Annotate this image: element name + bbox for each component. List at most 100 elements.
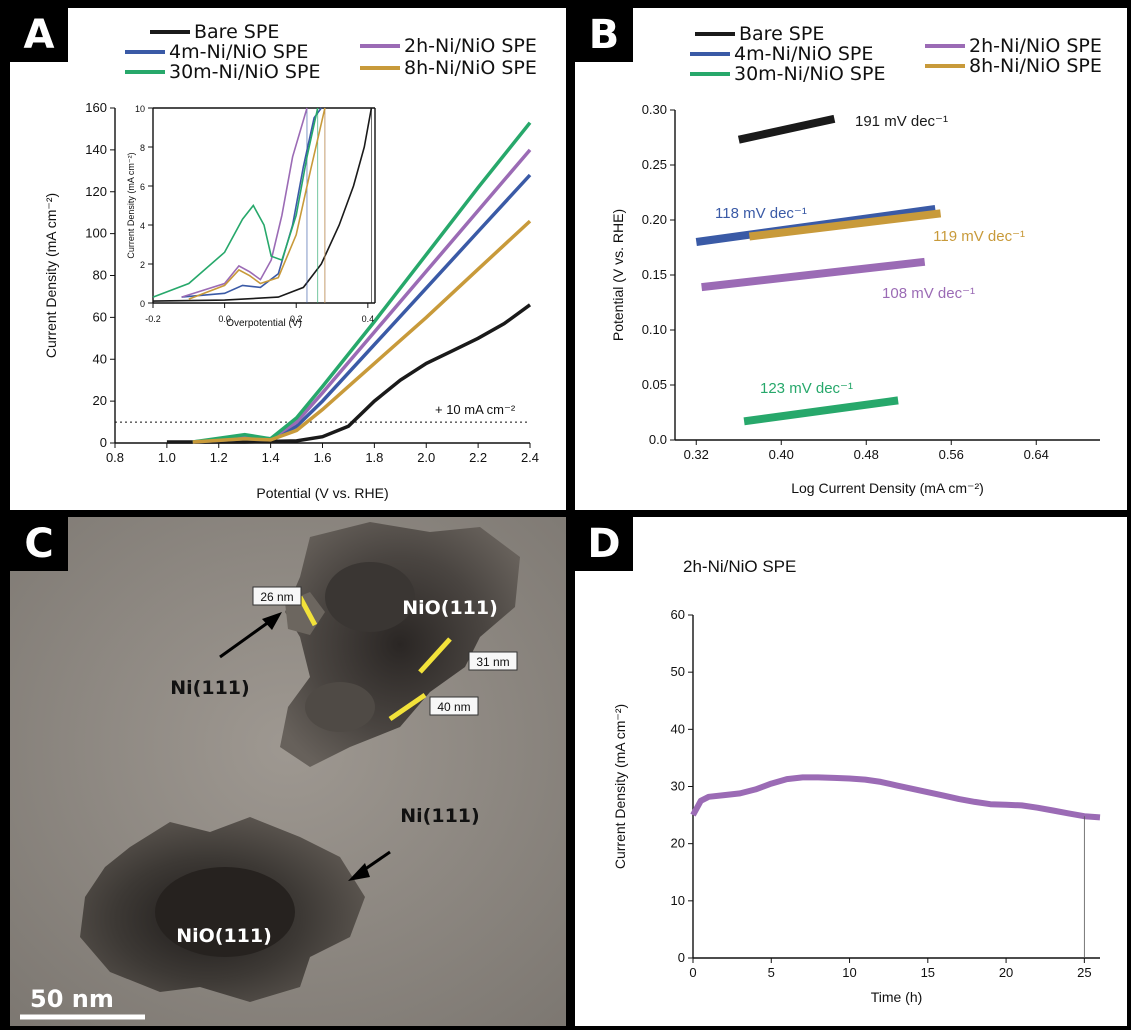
inset-x-label: Overpotential (V): [226, 318, 302, 329]
particle-core: [325, 562, 415, 632]
x-tick-label: 1.6: [313, 450, 331, 465]
panel-letter: D: [575, 517, 633, 571]
series-line: [690, 774, 1101, 821]
y-tick-label: 10: [671, 893, 685, 908]
x-tick-label: 0.8: [106, 450, 124, 465]
inset-series-line: [152, 107, 373, 302]
particle-core: [155, 867, 295, 957]
x-axis-label: Potential (V vs. RHE): [256, 485, 388, 501]
y-tick-label: 30: [671, 779, 685, 794]
series-line: [192, 121, 532, 444]
y-tick-label: 0.20: [642, 212, 667, 227]
tem-image: 26 nm 31 nm 40 nm NiO(111) Ni(111) Ni(11…: [10, 517, 566, 1026]
x-axis-label: Time (h): [871, 989, 923, 1005]
x-tick-label: -0.2: [145, 314, 161, 324]
legend-label: Bare SPE: [739, 23, 824, 45]
plot-area: 191 mV dec⁻¹ 118 mV dec⁻¹ 119 mV dec⁻¹ 108 …: [695, 113, 1025, 426]
inset-series-line: [152, 107, 319, 298]
y-tick-label: 140: [85, 142, 107, 157]
y-tick-label: 50: [671, 664, 685, 679]
x-axis-label: Log Current Density (mA cm⁻²): [791, 480, 984, 496]
chart-title: 2h-Ni/NiO SPE: [683, 557, 796, 576]
panel-d: 2h-Ni/NiO SPE 0 5 10 15 20 25 0 10 20 30 40 50 60 Ti…: [575, 517, 1127, 1026]
y-tick-label: 8: [140, 143, 145, 153]
x-tick-label: 0.48: [854, 447, 879, 462]
tafel-line: [737, 114, 836, 144]
legend-label: 8h-Ni/NiO SPE: [404, 57, 537, 79]
x-tick-label: 2.2: [469, 450, 487, 465]
label-nio-top: NiO(111): [402, 597, 498, 619]
slope-label: 108 mV dec⁻¹: [882, 285, 975, 302]
arrow-head-icon: [262, 612, 282, 630]
label-ni-left: Ni(111): [170, 677, 249, 699]
series-line: [192, 219, 532, 444]
dimension-line-40: [388, 692, 427, 722]
slope-label: 118 mV dec⁻¹: [715, 205, 807, 222]
label-box: [252, 586, 302, 606]
tafel-line: [701, 257, 926, 292]
label-ni-right: Ni(111): [400, 805, 479, 827]
y-tick-label: 20: [93, 393, 107, 408]
inset-series-line: [188, 107, 326, 300]
plot-area: [115, 121, 532, 444]
y-tick-label: 0: [100, 435, 107, 450]
x-tick-label: 0.0: [218, 314, 231, 324]
x-tick-label: 1.2: [210, 450, 228, 465]
label-nio-bottom: NiO(111): [176, 925, 272, 947]
x-tick-label: 1.4: [262, 450, 280, 465]
stability-chart: 2h-Ni/NiO SPE 0 5 10 15 20 25 0 10 20 30 40 50 60 Ti…: [612, 557, 1101, 1005]
scale-bar-label: 50 nm: [30, 985, 114, 1013]
series-line: [192, 148, 532, 444]
arrow-head-icon: [348, 863, 370, 881]
panel-b: Bare SPE 4m-Ni/NiO SPE 30m-Ni/NiO SPE 2h-Ni…: [575, 8, 1127, 510]
slope-label: 123 mV dec⁻¹: [760, 380, 853, 397]
inset-series-line: [181, 107, 322, 298]
y-axis-label: Current Density (mA cm⁻²): [612, 704, 628, 869]
x-tick-label: 0.4: [362, 314, 375, 324]
legend-label: 30m-Ni/NiO SPE: [734, 63, 885, 85]
panel-a: Bare SPE 4m-Ni/NiO SPE 30m-Ni/NiO SPE 2h-Ni…: [10, 8, 566, 510]
legend-label: 2h-Ni/NiO SPE: [404, 35, 537, 57]
legend-label: 4m-Ni/NiO SPE: [734, 43, 873, 65]
particle-core: [305, 682, 375, 732]
x-tick-label: 0.56: [939, 447, 964, 462]
panel-letter: B: [575, 8, 633, 62]
y-tick-label: 0.15: [642, 267, 667, 282]
panel-c: 26 nm 31 nm 40 nm NiO(111) Ni(111) Ni(11…: [10, 517, 566, 1026]
axes: 0.32 0.40 0.48 0.56 0.64 0.0 0.05 0.10 0.15 0.20 0…: [642, 102, 1100, 462]
panel-letter: C: [10, 517, 68, 571]
size-label-40: 40 nm: [437, 700, 470, 714]
x-tick-label: 10: [842, 965, 856, 980]
x-tick-label: 2.4: [521, 450, 539, 465]
dimension-line-31: [418, 637, 452, 674]
y-tick-label: 80: [93, 268, 107, 283]
arrow-icon: [219, 617, 274, 659]
slope-label: 191 mV dec⁻¹: [855, 113, 948, 130]
label-box: [468, 651, 518, 671]
slope-label: 119 mV dec⁻¹: [933, 228, 1025, 245]
y-tick-label: 60: [671, 607, 685, 622]
legend-label: Bare SPE: [194, 21, 279, 43]
x-tick-label: 1.0: [158, 450, 176, 465]
inset-series-line: [181, 107, 308, 298]
y-tick-label: 0.25: [642, 157, 667, 172]
size-label-26: 26 nm: [260, 590, 293, 604]
y-tick-label: 40: [671, 721, 685, 736]
y-tick-label: 20: [671, 836, 685, 851]
x-tick-label: 2.0: [417, 450, 435, 465]
legend-label: 30m-Ni/NiO SPE: [169, 61, 320, 83]
x-tick-label: 0.32: [684, 447, 709, 462]
axes: 0 5 10 15 20 25 0 10 20 30 40 50 60: [671, 607, 1100, 980]
y-tick-label: 4: [140, 221, 145, 231]
y-tick-label: 100: [85, 226, 107, 241]
legend-label: 8h-Ni/NiO SPE: [969, 55, 1102, 77]
y-tick-label: 0.10: [642, 322, 667, 337]
y-axis-label: Current Density (mA cm⁻²): [43, 193, 59, 358]
series-line: [166, 303, 532, 444]
plot-area: [690, 774, 1101, 958]
tafel-line: [748, 209, 942, 241]
legend-label: 4m-Ni/NiO SPE: [169, 41, 308, 63]
